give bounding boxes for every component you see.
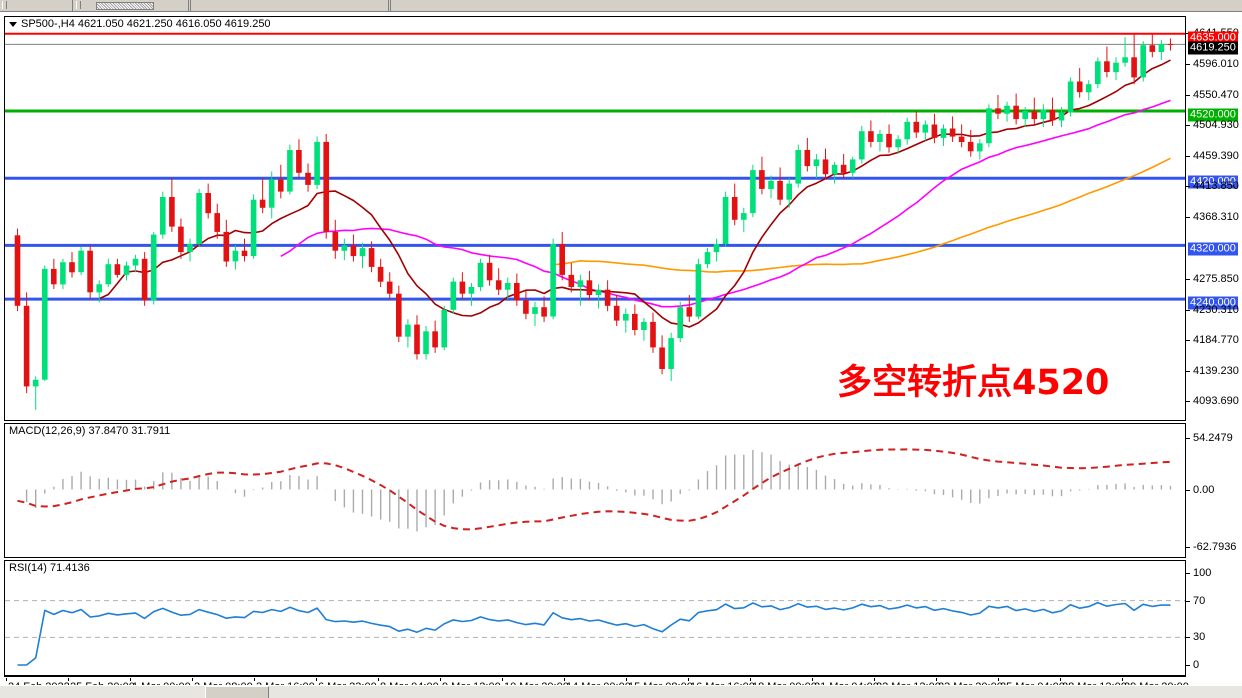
price-tick-label: 4550.470 xyxy=(1186,89,1239,101)
price-plot xyxy=(5,32,1185,410)
time-axis-tick xyxy=(812,678,813,681)
time-axis-tick xyxy=(192,678,193,681)
toolbar[interactable] xyxy=(0,0,1242,12)
time-axis-tick xyxy=(998,678,999,681)
rsi-axis[interactable]: 100 70 30 0 xyxy=(1186,560,1242,676)
toolbar-separator xyxy=(190,0,191,11)
toolbar-separator xyxy=(72,0,73,11)
rsi-plot xyxy=(5,600,1185,666)
chart-header-text: SP500-,H4 4621.050 4621.250 4616.050 461… xyxy=(21,18,271,30)
price-tick-label: 4139.230 xyxy=(1186,365,1239,377)
price-tick-label: 4184.770 xyxy=(1186,334,1239,346)
time-axis-tick xyxy=(130,678,131,681)
last-price-badge: 4619.250 xyxy=(1188,41,1238,55)
price-tick-label: 4413.850 xyxy=(1186,180,1239,192)
level-price-badge: 4240.000 xyxy=(1188,296,1238,310)
level-price-badge: 4320.000 xyxy=(1188,242,1238,256)
time-axis-tick xyxy=(316,678,317,681)
time-axis-tick xyxy=(688,678,689,681)
price-tick-label: 4093.690 xyxy=(1186,395,1239,407)
toolbar-separator xyxy=(388,0,389,11)
time-axis-tick xyxy=(6,678,7,681)
time-axis-tick xyxy=(564,678,565,681)
time-axis-tick xyxy=(502,678,503,681)
macd-tick-label: 0.00 xyxy=(1186,484,1214,496)
price-tick-label: 4596.010 xyxy=(1186,58,1239,70)
chart-header: SP500-,H4 4621.050 4621.250 4616.050 461… xyxy=(9,18,271,30)
macd-label: MACD(12,26,9) 37.8470 31.7911 xyxy=(9,425,171,437)
toolbar-hatch-control[interactable] xyxy=(96,2,154,10)
scrollbar-thumb[interactable] xyxy=(205,686,269,698)
time-axis-tick xyxy=(68,678,69,681)
ask-price-badge: 4635.000 xyxy=(1188,31,1238,45)
rsi-tick-label: 30 xyxy=(1186,631,1205,643)
macd-tick-label: 54.2479 xyxy=(1186,432,1233,444)
price-tick-label: 4504.930 xyxy=(1186,119,1239,131)
toolbar-separator xyxy=(390,0,391,11)
time-axis-tick xyxy=(1122,678,1123,681)
scrollbar-track[interactable] xyxy=(0,686,1242,698)
toolbar-grip[interactable] xyxy=(76,1,81,9)
time-axis-tick xyxy=(378,678,379,681)
rsi-tick-label: 70 xyxy=(1186,595,1205,607)
toolbar-separator xyxy=(188,0,189,11)
rsi-tick-label: 100 xyxy=(1186,567,1211,579)
price-tick-label: 4230.310 xyxy=(1186,304,1239,316)
time-axis-tick xyxy=(936,678,937,681)
rsi-label: RSI(14) 71.4136 xyxy=(9,562,90,574)
chart-annotation-text: 多空转折点4520 xyxy=(837,363,1110,403)
time-axis-tick xyxy=(1060,678,1061,681)
macd-axis[interactable]: 54.2479 0.00 -62.7936 xyxy=(1186,423,1242,558)
time-axis-rule xyxy=(4,676,1186,677)
level-price-badge: 4520.000 xyxy=(1188,108,1238,122)
macd-plot xyxy=(17,448,1172,532)
level-price-badge: 4420.000 xyxy=(1188,175,1238,189)
chart-frame: SP500-,H4 4621.050 4621.250 4616.050 461… xyxy=(0,12,1242,694)
toolbar-grip[interactable] xyxy=(2,1,7,9)
time-axis-tick xyxy=(254,678,255,681)
time-axis-tick xyxy=(874,678,875,681)
price-panel[interactable]: SP500-,H4 4621.050 4621.250 4616.050 461… xyxy=(4,16,1186,421)
price-axis[interactable]: 4641.5504635.0004619.2504596.0104550.470… xyxy=(1186,16,1242,421)
horizontal-scrollbar[interactable] xyxy=(0,685,1242,698)
price-tick-label: 4459.390 xyxy=(1186,150,1239,162)
macd-panel[interactable]: MACD(12,26,9) 37.8470 31.7911 xyxy=(4,423,1186,558)
collapse-triangle-icon[interactable] xyxy=(9,21,17,27)
price-tick-label: 4368.310 xyxy=(1186,211,1239,223)
rsi-panel[interactable]: RSI(14) 71.4136 xyxy=(4,560,1186,676)
rsi-tick-label: 0 xyxy=(1186,659,1199,671)
macd-tick-label: -62.7936 xyxy=(1186,541,1236,553)
time-axis-tick xyxy=(440,678,441,681)
time-axis-tick xyxy=(750,678,751,681)
time-axis-tick xyxy=(626,678,627,681)
price-tick-label: 4275.850 xyxy=(1186,273,1239,285)
